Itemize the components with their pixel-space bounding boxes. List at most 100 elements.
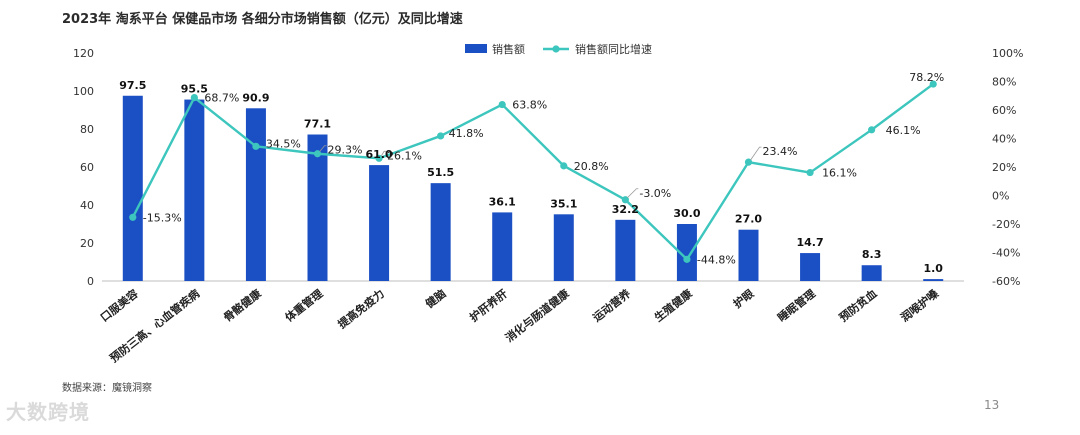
page-number: 13 bbox=[984, 398, 1000, 412]
bar bbox=[553, 214, 574, 281]
x-category-label: 护肝养肝 bbox=[467, 286, 510, 324]
chart-title: 2023年 淘系平台 保健品市场 各细分市场销售额（亿元）及同比增速 bbox=[62, 12, 463, 27]
y-left-tick-label: 60 bbox=[80, 161, 94, 174]
line-point bbox=[498, 100, 506, 109]
line-point bbox=[929, 80, 937, 88]
y-right-tick-label: -20% bbox=[992, 218, 1020, 231]
bar-value-label: 36.1 bbox=[489, 195, 516, 208]
growth-value-label: 23.4% bbox=[763, 145, 798, 158]
x-category-label: 预防贫血 bbox=[836, 286, 879, 324]
x-category-label: 口服美容 bbox=[97, 286, 140, 324]
bar bbox=[122, 95, 143, 281]
watermark-logo: 大数跨境 bbox=[6, 396, 90, 425]
y-right-tick-label: 0% bbox=[992, 190, 1009, 203]
line-point bbox=[190, 94, 198, 102]
line-point bbox=[252, 142, 260, 150]
y-right-tick-label: 40% bbox=[992, 133, 1016, 146]
x-category-label: 骨骼健康 bbox=[220, 286, 264, 325]
growth-value-label: -15.3% bbox=[143, 211, 182, 224]
line-point bbox=[560, 162, 568, 170]
bar bbox=[861, 265, 882, 281]
bar-value-label: 35.1 bbox=[550, 197, 577, 210]
growth-value-label: -3.0% bbox=[639, 187, 671, 200]
growth-line bbox=[131, 83, 934, 261]
bar bbox=[800, 253, 821, 281]
bar bbox=[615, 219, 636, 281]
bar-value-label: 14.7 bbox=[797, 236, 824, 249]
y-right-tick-label: 80% bbox=[992, 76, 1016, 89]
y-left-tick-label: 100 bbox=[73, 85, 94, 98]
x-category-label: 提高免疫力 bbox=[335, 286, 387, 331]
bar-value-label: 8.3 bbox=[862, 248, 882, 261]
x-category-label: 体重管理 bbox=[282, 286, 325, 324]
bar-value-label: 95.5 bbox=[181, 83, 208, 96]
x-category-label: 润喉护嗓 bbox=[898, 286, 942, 325]
bar bbox=[738, 229, 759, 281]
line-point bbox=[129, 213, 137, 221]
line-point bbox=[868, 126, 876, 134]
bar bbox=[184, 99, 205, 281]
growth-value-label: 68.7% bbox=[204, 92, 239, 105]
growth-value-label: 29.3% bbox=[328, 144, 363, 157]
growth-value-label: 34.5% bbox=[266, 137, 301, 150]
bar bbox=[245, 108, 266, 281]
x-category-label: 健脑 bbox=[423, 286, 449, 311]
bar-value-label: 90.9 bbox=[242, 91, 269, 104]
line-point bbox=[313, 150, 322, 158]
label-leader-line bbox=[380, 150, 387, 157]
data-source-note: 数据来源：魔镜洞察 bbox=[62, 383, 152, 394]
growth-value-label: 41.8% bbox=[449, 127, 484, 140]
y-left-tick-label: 20 bbox=[80, 237, 94, 250]
legend-bar-swatch bbox=[465, 44, 487, 53]
line-point bbox=[375, 154, 383, 162]
line-point bbox=[621, 196, 629, 204]
y-right-tick-label: -40% bbox=[992, 247, 1020, 260]
growth-value-label: 20.8% bbox=[574, 160, 609, 173]
bar bbox=[430, 183, 451, 281]
combo-chart: 0 20 40 60 80 100 120 -60% -40% -20% 0% 20% 40% 60% 80… bbox=[73, 42, 1023, 365]
label-leader-line bbox=[750, 146, 762, 161]
label-leader-line bbox=[319, 145, 327, 153]
y-right-tick-label: 60% bbox=[992, 104, 1016, 117]
bar-value-label: 30.0 bbox=[673, 207, 700, 220]
bar-value-label: 27.0 bbox=[735, 213, 762, 226]
x-category-label: 护眼 bbox=[730, 286, 756, 311]
line-point bbox=[683, 255, 691, 263]
y-left-tick-label: 0 bbox=[87, 275, 94, 288]
y-left-tick-label: 120 bbox=[73, 47, 94, 60]
growth-value-label: 63.8% bbox=[512, 99, 547, 112]
bar-value-label: 61.0 bbox=[366, 148, 393, 161]
growth-value-label: 46.1% bbox=[886, 124, 921, 137]
watermark-text: 大数跨境 bbox=[6, 400, 90, 424]
label-leader-line bbox=[627, 188, 639, 199]
growth-value-label: 16.1% bbox=[822, 167, 857, 180]
y-left-tick-label: 80 bbox=[80, 123, 94, 136]
x-category-label: 睡眠管理 bbox=[775, 286, 818, 324]
growth-value-label: -44.8% bbox=[697, 253, 736, 266]
bar bbox=[492, 212, 513, 281]
x-category-label: 消化与肠道健康 bbox=[502, 286, 572, 345]
bar-value-label: 97.5 bbox=[119, 79, 146, 92]
legend-line-label: 销售额同比增速 bbox=[575, 42, 652, 56]
y-left-tick-label: 40 bbox=[80, 199, 94, 212]
x-category-label: 运动营养 bbox=[590, 286, 634, 325]
growth-value-label: 26.1% bbox=[387, 149, 422, 162]
legend-line-marker bbox=[552, 45, 560, 53]
y-right-tick-label: -60% bbox=[992, 275, 1020, 288]
bar bbox=[676, 224, 697, 281]
bar bbox=[369, 165, 390, 281]
y-right-tick-label: 20% bbox=[992, 161, 1016, 174]
line-point bbox=[744, 158, 753, 166]
line-point bbox=[806, 168, 814, 177]
bar bbox=[307, 134, 328, 281]
bar-value-label: 32.2 bbox=[612, 203, 639, 216]
bar bbox=[923, 279, 944, 281]
bar-value-label: 77.1 bbox=[304, 118, 331, 131]
y-right-tick-label: 100% bbox=[992, 47, 1023, 60]
bar-value-label: 51.5 bbox=[427, 166, 454, 179]
legend-bar-label: 销售额 bbox=[492, 42, 525, 56]
x-category-label: 生殖健康 bbox=[651, 286, 695, 325]
bar-value-label: 1.0 bbox=[923, 262, 943, 275]
growth-value-label: 78.2% bbox=[909, 71, 944, 84]
